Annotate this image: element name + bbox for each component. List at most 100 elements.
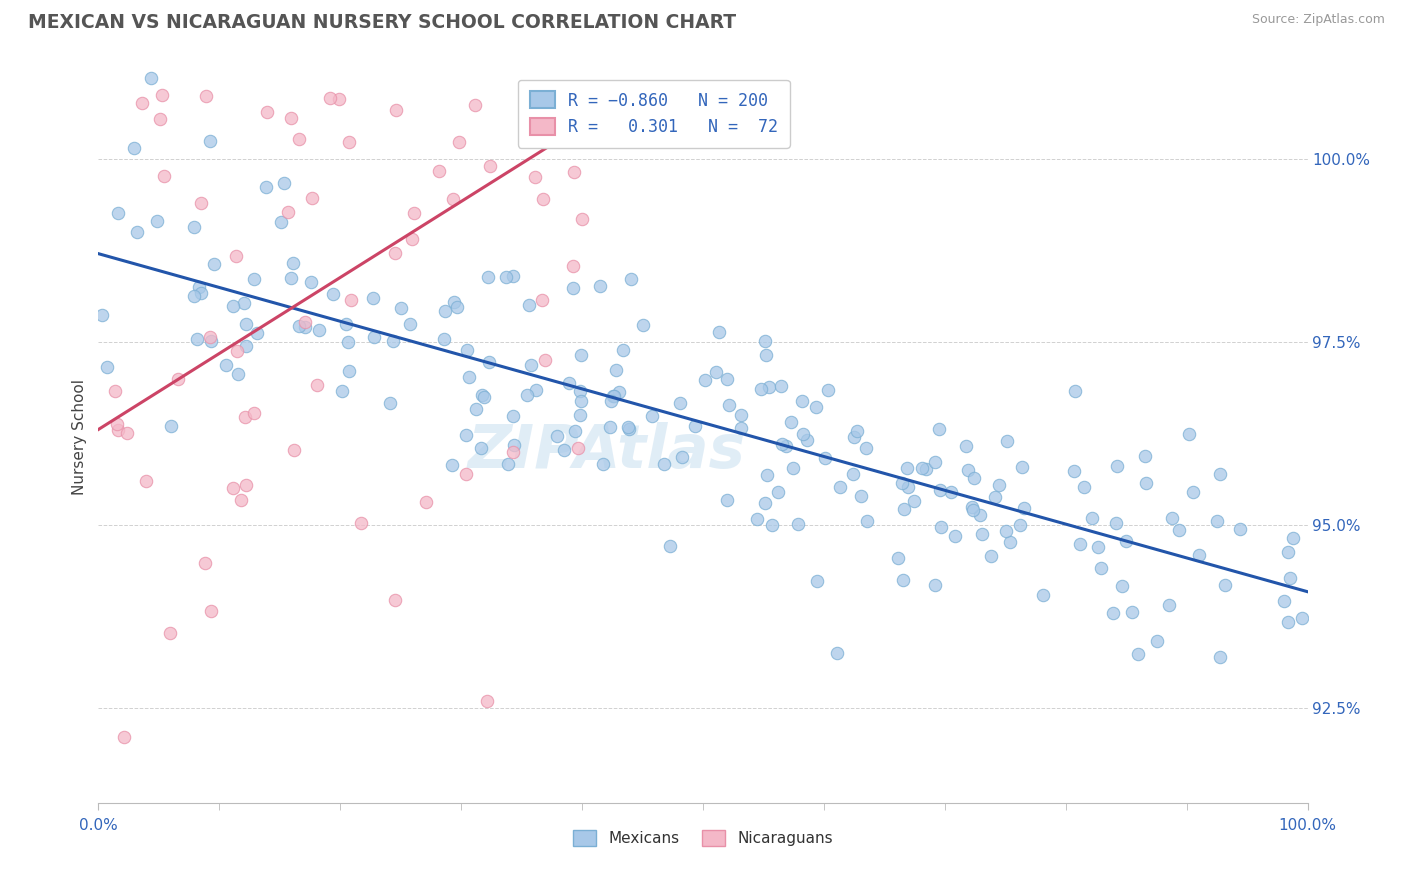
Point (825, 646, 848, 660)
Point (477, 694, 499, 708)
Point (461, 19, 484, 33)
Point (233, 410, 256, 425)
Point (562, 165, 585, 179)
Point (470, 441, 492, 455)
Point (962, 503, 984, 517)
Point (747, 511, 769, 525)
Point (308, 323, 330, 337)
Point (167, 372, 190, 386)
Point (1135, 450, 1157, 464)
Point (617, 419, 640, 434)
Point (929, 483, 952, 498)
Point (969, 508, 991, 522)
Point (524, 383, 547, 397)
Point (433, 332, 456, 346)
Point (620, 272, 643, 286)
Point (592, 457, 614, 471)
Text: MEXICAN VS NICARAGUAN NURSERY SCHOOL CORRELATION CHART: MEXICAN VS NICARAGUAN NURSERY SCHOOL COR… (28, 13, 737, 32)
Point (792, 393, 814, 408)
Point (571, 212, 593, 227)
Point (730, 420, 752, 434)
Point (256, 104, 278, 119)
Point (915, 461, 938, 475)
Point (458, 369, 481, 384)
Point (335, 317, 357, 331)
Point (1010, 518, 1032, 533)
Point (202, 15, 225, 29)
Point (446, 300, 468, 314)
Point (233, 295, 256, 310)
Y-axis label: Nursery School: Nursery School (72, 379, 87, 495)
Point (139, 70, 162, 85)
Point (146, 213, 169, 227)
Point (998, 535, 1021, 549)
Point (1032, 589, 1054, 603)
Point (1279, 571, 1302, 585)
Point (183, 219, 205, 234)
Point (1282, 531, 1305, 545)
Point (1105, 459, 1128, 474)
Point (447, 136, 470, 150)
Point (814, 450, 837, 465)
Point (183, 289, 205, 303)
Point (299, 275, 322, 289)
Text: ZIPAtlas: ZIPAtlas (467, 422, 745, 481)
Point (235, 478, 257, 492)
Point (443, 295, 465, 310)
Point (599, 420, 621, 434)
Point (194, 89, 217, 103)
Point (730, 408, 752, 422)
Point (561, 281, 583, 295)
Point (828, 480, 851, 494)
Point (716, 371, 738, 385)
Text: Source: ZipAtlas.com: Source: ZipAtlas.com (1251, 13, 1385, 27)
Point (842, 430, 865, 444)
Point (671, 450, 693, 464)
Point (1272, 594, 1295, 608)
Point (149, 112, 172, 126)
Point (502, 268, 524, 283)
Point (96, 359, 118, 374)
Point (243, 272, 266, 286)
Point (1213, 578, 1236, 592)
Point (243, 406, 266, 420)
Point (640, 409, 662, 424)
Point (1102, 606, 1125, 620)
Point (401, 232, 423, 246)
Point (939, 484, 962, 499)
Point (318, 91, 340, 105)
Point (517, 298, 540, 312)
Point (188, 280, 211, 294)
Point (519, 359, 541, 373)
Point (924, 455, 946, 469)
Point (330, 384, 353, 398)
Point (633, 318, 655, 333)
Point (995, 434, 1018, 449)
Point (280, 270, 302, 285)
Legend: Mexicans, Nicaraguans: Mexicans, Nicaraguans (565, 822, 841, 854)
Point (897, 480, 920, 494)
Point (568, 384, 591, 398)
Point (337, 135, 360, 149)
Point (105, 417, 128, 432)
Point (384, 593, 406, 607)
Point (398, 317, 420, 331)
Point (984, 491, 1007, 505)
Point (972, 527, 994, 541)
Point (301, 191, 323, 205)
Point (995, 524, 1018, 539)
Point (499, 41, 522, 55)
Point (254, 179, 277, 194)
Point (761, 518, 783, 533)
Point (441, 192, 464, 206)
Point (495, 270, 517, 285)
Point (502, 409, 524, 423)
Point (531, 192, 554, 206)
Point (669, 396, 692, 410)
Point (756, 467, 779, 482)
Point (685, 418, 707, 433)
Point (1187, 548, 1209, 562)
Point (90, 308, 112, 322)
Point (887, 550, 910, 565)
Point (159, 625, 181, 640)
